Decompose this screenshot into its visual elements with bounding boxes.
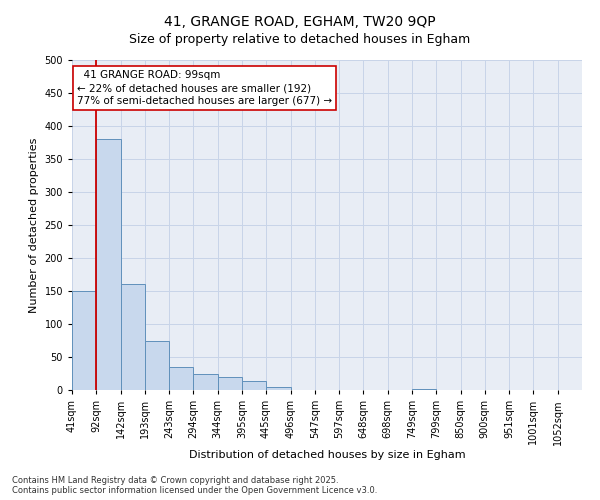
Y-axis label: Number of detached properties: Number of detached properties xyxy=(29,138,39,312)
Bar xyxy=(169,367,193,390)
Bar xyxy=(121,284,145,390)
X-axis label: Distribution of detached houses by size in Egham: Distribution of detached houses by size … xyxy=(188,450,466,460)
Text: 41 GRANGE ROAD: 99sqm
← 22% of detached houses are smaller (192)
77% of semi-det: 41 GRANGE ROAD: 99sqm ← 22% of detached … xyxy=(77,70,332,106)
Text: Size of property relative to detached houses in Egham: Size of property relative to detached ho… xyxy=(130,32,470,46)
Bar xyxy=(242,382,266,390)
Bar xyxy=(72,291,97,390)
Text: Contains HM Land Registry data © Crown copyright and database right 2025.
Contai: Contains HM Land Registry data © Crown c… xyxy=(12,476,377,495)
Bar xyxy=(412,388,436,390)
Text: 41, GRANGE ROAD, EGHAM, TW20 9QP: 41, GRANGE ROAD, EGHAM, TW20 9QP xyxy=(164,15,436,29)
Bar xyxy=(218,377,242,390)
Bar xyxy=(97,139,121,390)
Bar xyxy=(193,374,218,390)
Bar xyxy=(145,340,169,390)
Bar xyxy=(266,386,290,390)
